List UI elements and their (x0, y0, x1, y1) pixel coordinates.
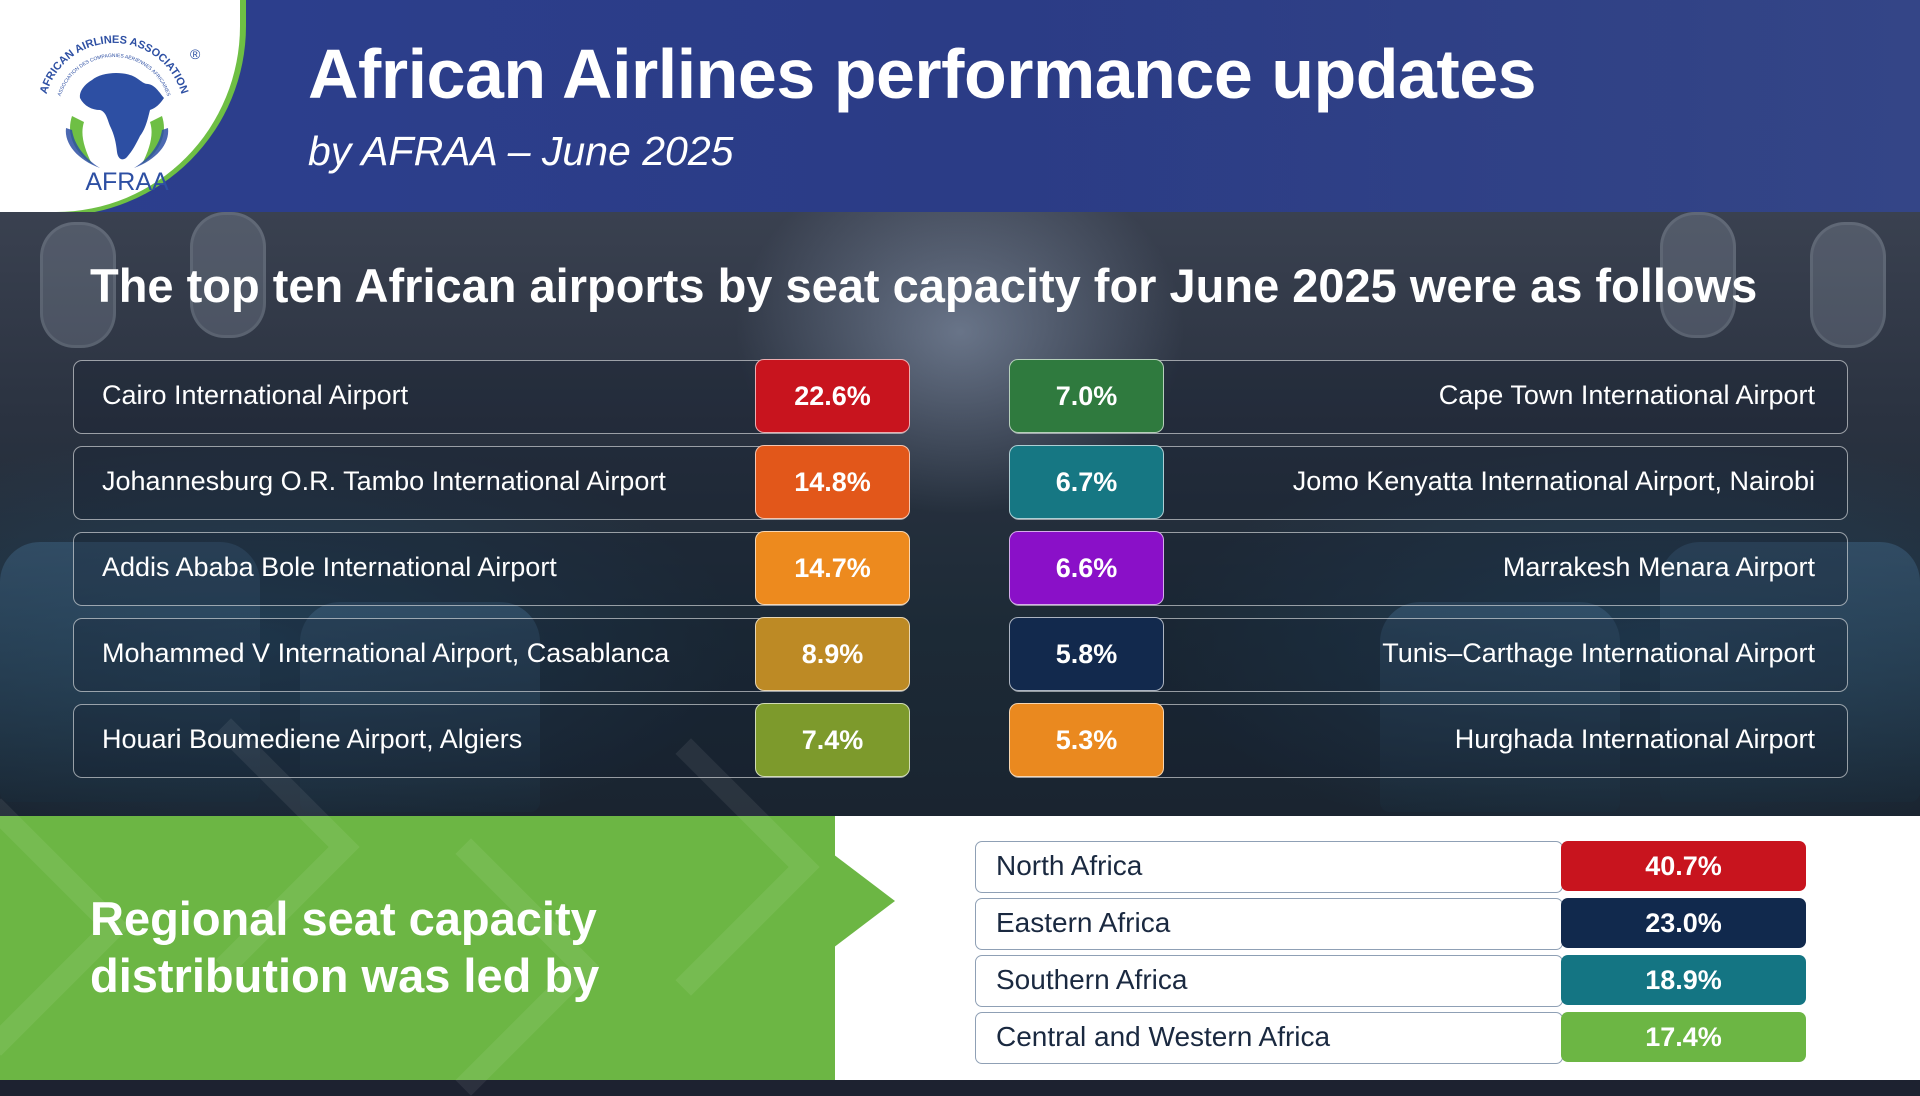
cabin-window-decoration (1660, 212, 1736, 338)
region-row: Central and Western Africa (975, 1012, 1563, 1064)
seat-decoration (0, 542, 260, 802)
airport-row: 5.8% Tunis–Carthage International Airpor… (1009, 617, 1848, 692)
region-row: Southern Africa (975, 955, 1563, 1007)
airport-name: Cape Town International Airport (1438, 380, 1815, 410)
airport-row: Cairo International Airport 22.6% (73, 359, 910, 434)
airport-row: Addis Ababa Bole International Airport 1… (73, 531, 910, 606)
airport-name: Johannesburg O.R. Tambo International Ai… (102, 466, 666, 496)
airport-row: Mohammed V International Airport, Casabl… (73, 617, 910, 692)
airport-name: Mohammed V International Airport, Casabl… (102, 638, 670, 668)
regional-heading-line-2: distribution was led by (90, 949, 600, 1002)
airport-share-badge: 22.6% (755, 359, 910, 433)
airport-name: Addis Ababa Bole International Airport (102, 552, 557, 582)
airport-name: Cairo International Airport (102, 380, 409, 410)
region-name: Eastern Africa (996, 907, 1171, 938)
region-share-badge: 18.9% (1561, 955, 1806, 1005)
region-name: Central and Western Africa (996, 1021, 1331, 1052)
region-row: Eastern Africa (975, 898, 1563, 950)
airports-heading: The top ten African airports by seat cap… (90, 259, 1758, 312)
seat-decoration (1660, 542, 1920, 802)
airport-row: Johannesburg O.R. Tambo International Ai… (73, 445, 910, 520)
region-share-badge: 17.4% (1561, 1012, 1806, 1062)
airport-share-badge: 7.4% (755, 703, 910, 777)
airports-section: The top ten African airports by seat cap… (0, 212, 1920, 816)
region-name: Southern Africa (996, 964, 1188, 995)
airport-share-badge: 14.8% (755, 445, 910, 519)
cabin-window-decoration (190, 212, 266, 338)
page-title: African Airlines performance updates (308, 35, 1537, 113)
region-row: North Africa (975, 841, 1563, 893)
page-subtitle: by AFRAA – June 2025 (308, 128, 734, 174)
airport-row: 5.3% Hurghada International Airport (1009, 703, 1848, 778)
header-banner: AFRICAN AIRLINES ASSOCIATION ASSOCIATION… (0, 0, 1920, 212)
airport-row: 6.6% Marrakesh Menara Airport (1009, 531, 1848, 606)
airport-row: Houari Boumediene Airport, Algiers 7.4% (73, 703, 910, 778)
airport-share-badge: 8.9% (755, 617, 910, 691)
airport-name: Marrakesh Menara Airport (1502, 552, 1815, 582)
airport-name: Jomo Kenyatta International Airport, Nai… (1292, 466, 1815, 496)
region-name: North Africa (996, 850, 1143, 881)
airport-share-badge: 5.3% (1009, 703, 1164, 777)
logo-wordmark: AFRAA (85, 168, 169, 196)
arrow-pointer-decoration (833, 854, 895, 948)
regional-list-panel: North Africa 40.7% Eastern Africa 23.0% … (835, 816, 1920, 1080)
airport-share-badge: 5.8% (1009, 617, 1164, 691)
regional-heading-panel: Regional seat capacity distribution was … (0, 718, 835, 1096)
region-share-badge: 23.0% (1561, 898, 1806, 948)
airport-row: 6.7% Jomo Kenyatta International Airport… (1009, 445, 1848, 520)
airport-share-badge: 6.6% (1009, 531, 1164, 605)
airport-name: Hurghada International Airport (1454, 724, 1815, 754)
airport-share-badge: 6.7% (1009, 445, 1164, 519)
regional-heading: Regional seat capacity distribution was … (90, 890, 599, 1004)
cabin-window-decoration (40, 222, 116, 348)
registered-mark: ® (190, 46, 201, 62)
africa-map-icon (79, 72, 164, 160)
airport-row: 7.0% Cape Town International Airport (1009, 359, 1848, 434)
airport-name: Houari Boumediene Airport, Algiers (102, 724, 523, 754)
regional-heading-line-1: Regional seat capacity (90, 892, 597, 945)
cabin-window-decoration (1810, 222, 1886, 348)
airport-share-badge: 7.0% (1009, 359, 1164, 433)
region-share-badge: 40.7% (1561, 841, 1806, 891)
airport-name: Tunis–Carthage International Airport (1382, 638, 1815, 668)
afraa-logo: AFRICAN AIRLINES ASSOCIATION ASSOCIATION… (22, 18, 200, 198)
airport-share-badge: 14.7% (755, 531, 910, 605)
